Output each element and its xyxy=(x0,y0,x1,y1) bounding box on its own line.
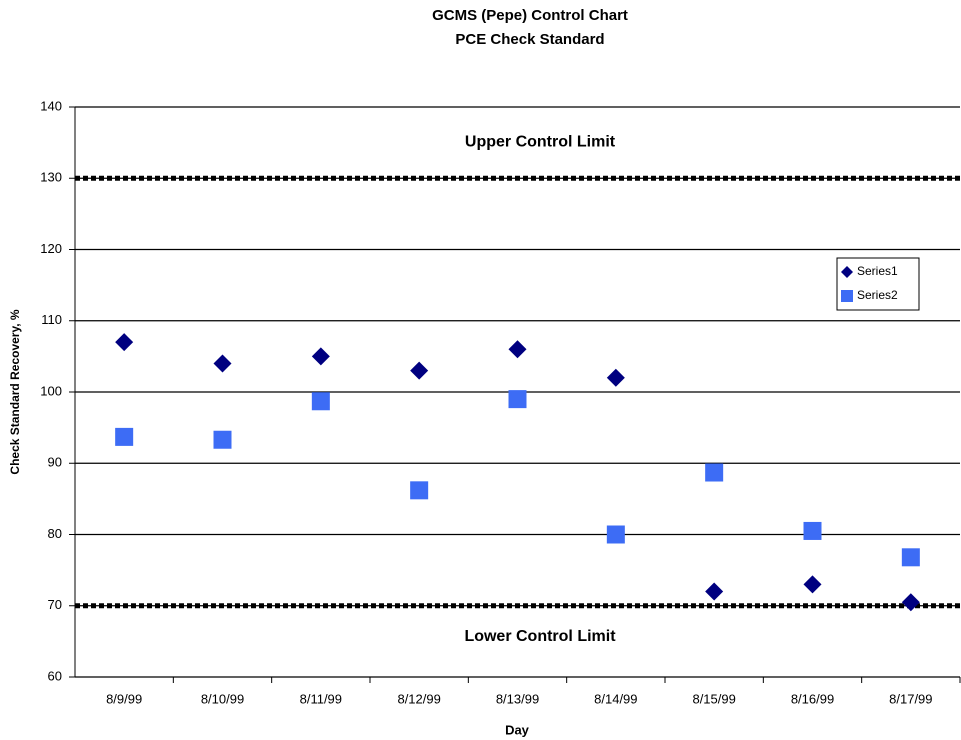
x-tick-label: 8/13/99 xyxy=(496,691,539,706)
y-tick-label: 120 xyxy=(40,241,62,256)
y-tick-label: 70 xyxy=(48,597,62,612)
y-tick-label: 80 xyxy=(48,526,62,541)
x-tick-label: 8/15/99 xyxy=(692,691,735,706)
marker xyxy=(841,266,853,278)
x-axis-label: Day xyxy=(505,722,530,737)
marker xyxy=(606,525,625,544)
chart-subtitle: PCE Check Standard xyxy=(455,31,604,48)
y-tick-label: 130 xyxy=(40,170,62,185)
y-tick-label: 110 xyxy=(41,312,62,327)
control-limit-label: Upper Control Limit xyxy=(465,133,616,150)
marker xyxy=(705,582,724,601)
marker xyxy=(508,390,527,409)
marker xyxy=(213,354,232,373)
x-tick-label: 8/9/99 xyxy=(106,691,142,706)
x-tick-label: 8/17/99 xyxy=(889,691,932,706)
marker xyxy=(841,290,853,302)
legend-label: Series1 xyxy=(857,264,898,278)
marker xyxy=(803,575,822,594)
x-tick-label: 8/10/99 xyxy=(201,691,244,706)
y-tick-label: 100 xyxy=(40,383,62,398)
marker xyxy=(311,347,330,366)
x-tick-label: 8/12/99 xyxy=(397,691,440,706)
x-tick-label: 8/14/99 xyxy=(594,691,637,706)
marker xyxy=(115,333,134,352)
marker xyxy=(606,368,625,387)
y-tick-label: 60 xyxy=(48,668,62,683)
control-limit-label: Lower Control Limit xyxy=(464,628,616,645)
marker xyxy=(803,521,822,540)
marker xyxy=(901,593,920,612)
y-tick-label: 90 xyxy=(48,455,62,470)
legend-label: Series2 xyxy=(857,288,898,302)
x-tick-label: 8/11/99 xyxy=(300,691,342,706)
marker xyxy=(901,548,920,567)
x-tick-label: 8/16/99 xyxy=(791,691,834,706)
y-tick-label: 140 xyxy=(40,98,62,113)
marker xyxy=(410,481,429,500)
marker xyxy=(508,340,527,359)
marker xyxy=(410,361,429,380)
marker xyxy=(311,392,330,411)
marker xyxy=(213,430,232,449)
y-axis-label: Check Standard Recovery, % xyxy=(8,309,22,475)
marker xyxy=(705,463,724,482)
marker xyxy=(115,427,134,446)
chart-title: GCMS (Pepe) Control Chart xyxy=(432,7,628,24)
